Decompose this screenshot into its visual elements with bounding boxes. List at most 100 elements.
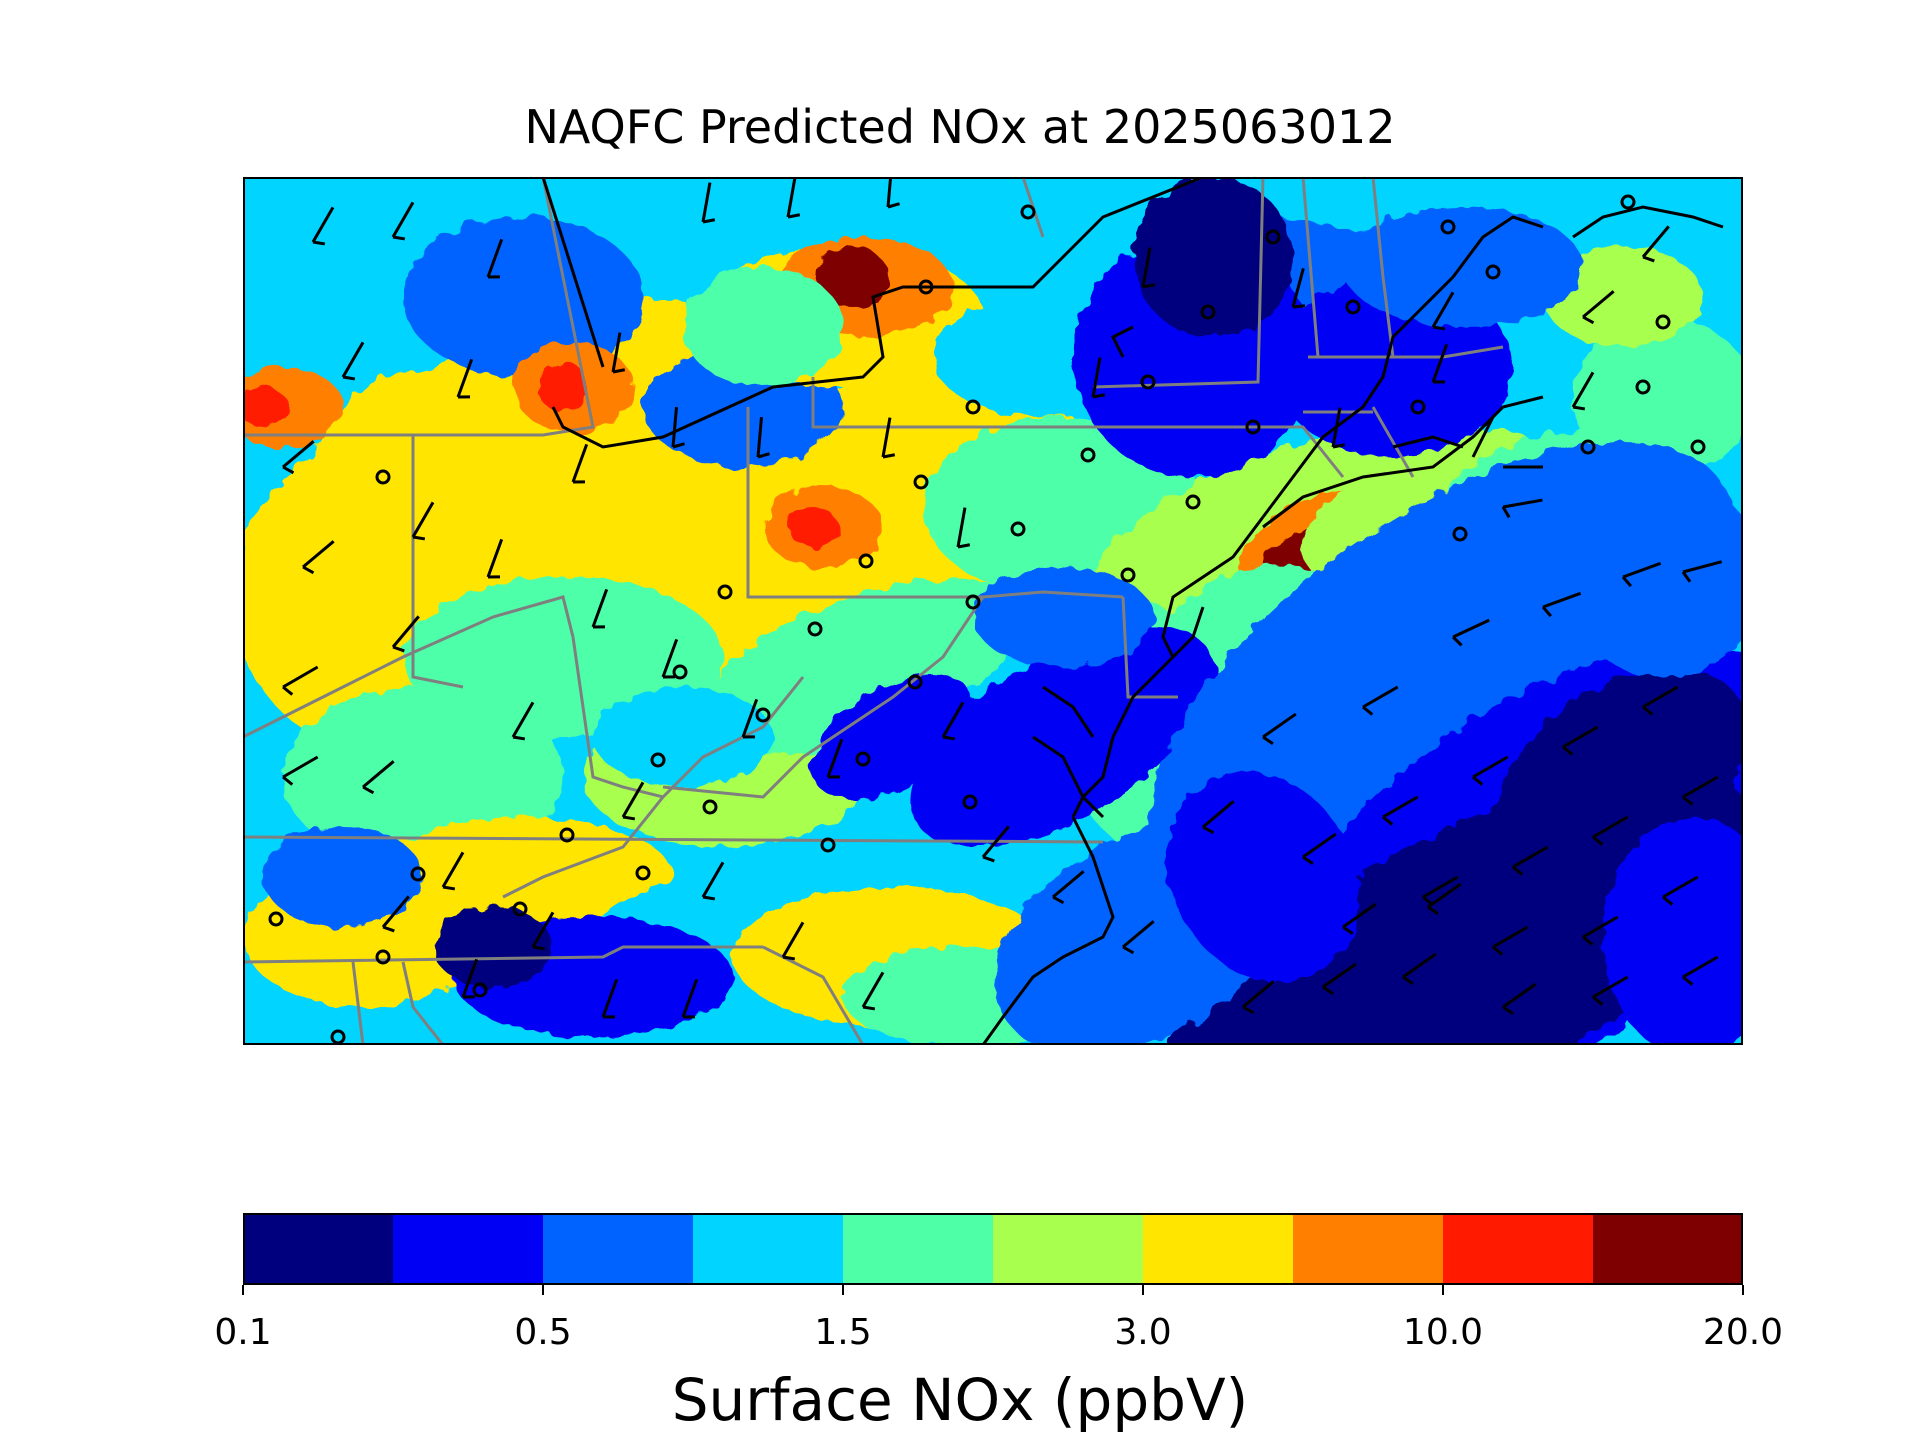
wind-barb [1681, 560, 1723, 583]
colorbar-tick-label: 10.0 [1402, 1312, 1484, 1353]
coastline [1572, 205, 1724, 239]
wind-barb [1052, 870, 1085, 905]
colorbar-tick-label: 0.1 [214, 1312, 272, 1353]
colorbar-segment [1293, 1213, 1444, 1285]
wind-barb [741, 698, 759, 739]
monitor-site-marker [755, 707, 771, 723]
monitor-site-marker [1185, 494, 1201, 510]
monitor-site-marker [635, 865, 651, 881]
wind-barb [1331, 407, 1346, 449]
colorbar-segment [693, 1213, 844, 1285]
monitor-site-marker [410, 866, 426, 882]
colorbar-tick-mark [542, 1285, 544, 1295]
coastline [541, 177, 605, 368]
colorbar-segment [1443, 1213, 1594, 1285]
monitor-site-marker [1080, 447, 1096, 463]
wind-barb [1431, 343, 1449, 384]
monitor-site-marker [1580, 439, 1596, 455]
wind-barb [341, 341, 365, 381]
wind-barb [1141, 247, 1156, 289]
coastline [1110, 325, 1134, 358]
wind-barb [1682, 955, 1719, 986]
nox-region [973, 567, 1153, 667]
wind-barb [282, 665, 319, 696]
nox-region [1378, 517, 1608, 657]
nox-region [910, 627, 1216, 847]
wind-barb [1342, 902, 1377, 935]
colorbar-segment [243, 1213, 394, 1285]
colorbar-segment [843, 1213, 994, 1285]
nox-field [243, 177, 1743, 1045]
nox-region [683, 267, 843, 387]
nox-region [1603, 817, 1743, 1045]
monitor-site-marker [702, 799, 718, 815]
wind-barb [362, 760, 395, 795]
wind-barb [486, 538, 504, 579]
state-border [502, 796, 665, 899]
monitor-site-marker [965, 399, 981, 415]
colorbar-segment [1593, 1213, 1744, 1285]
wind-barb [956, 507, 971, 549]
monitor-site-marker [820, 837, 836, 853]
wind-barb [981, 825, 1010, 863]
wind-barb [1382, 795, 1419, 826]
colorbar-tick-label: 20.0 [1702, 1312, 1784, 1353]
state-border [411, 435, 464, 689]
nox-region [1167, 771, 1359, 983]
nox-region [593, 687, 773, 787]
wind-barb [1512, 845, 1549, 876]
nox-region [403, 217, 643, 377]
coastline [1032, 735, 1105, 819]
monitor-site-marker [807, 621, 823, 637]
wind-barb [571, 443, 589, 484]
wind-barb [881, 417, 896, 459]
state-border [351, 961, 365, 1045]
colorbar-segment [993, 1213, 1144, 1285]
nox-region [1086, 436, 1400, 618]
wind-barb [511, 701, 535, 741]
state-border [662, 596, 985, 799]
nox-region [1563, 477, 1743, 677]
colorbar-tick-label: 3.0 [1114, 1312, 1172, 1353]
monitor-site-marker [1120, 567, 1136, 583]
wind-barb [391, 615, 420, 653]
state-borders [243, 177, 1504, 1045]
nox-region [701, 579, 1025, 755]
monitor-site-marker [1620, 194, 1636, 210]
colorbar-frame [243, 1213, 1743, 1285]
page-title: NAQFC Predicted NOx at 2025063012 [524, 100, 1396, 154]
state-border [1301, 177, 1320, 358]
nox-region [433, 907, 553, 987]
wind-barb [826, 738, 844, 779]
coastline [1161, 516, 1265, 660]
wind-barb [861, 971, 885, 1011]
wind-barb [1291, 267, 1306, 309]
monitor-site-marker [472, 982, 488, 998]
wind-barb [756, 417, 770, 459]
wind-barb [1541, 591, 1582, 618]
colorbar-tick-label: 0.5 [514, 1312, 572, 1353]
wind-barb [1641, 225, 1670, 263]
nox-region [243, 367, 343, 447]
monitor-site-marker [962, 794, 978, 810]
wind-barb [1502, 982, 1537, 1015]
monitor-site-marker [672, 664, 688, 680]
monitor-site-marker [858, 553, 874, 569]
monitor-site-marker [650, 752, 666, 768]
state-border [748, 590, 1124, 599]
state-border [243, 835, 1104, 844]
monitor-sites [268, 194, 1706, 1045]
wind-barb [1322, 962, 1357, 995]
state-border [243, 595, 575, 739]
wind-barb [1262, 712, 1297, 745]
state-border [811, 377, 1345, 478]
wind-barb [1122, 920, 1155, 955]
wind-barb [1362, 685, 1399, 716]
monitor-site-marker [1635, 379, 1651, 395]
nox-region [538, 362, 588, 412]
wind-barb [661, 638, 679, 679]
colorbar-tick-label: 1.5 [814, 1312, 872, 1353]
nox-region [1343, 207, 1583, 327]
wind-barb [311, 206, 335, 246]
colorbar-label: Surface NOx (ppbV) [671, 1366, 1249, 1434]
